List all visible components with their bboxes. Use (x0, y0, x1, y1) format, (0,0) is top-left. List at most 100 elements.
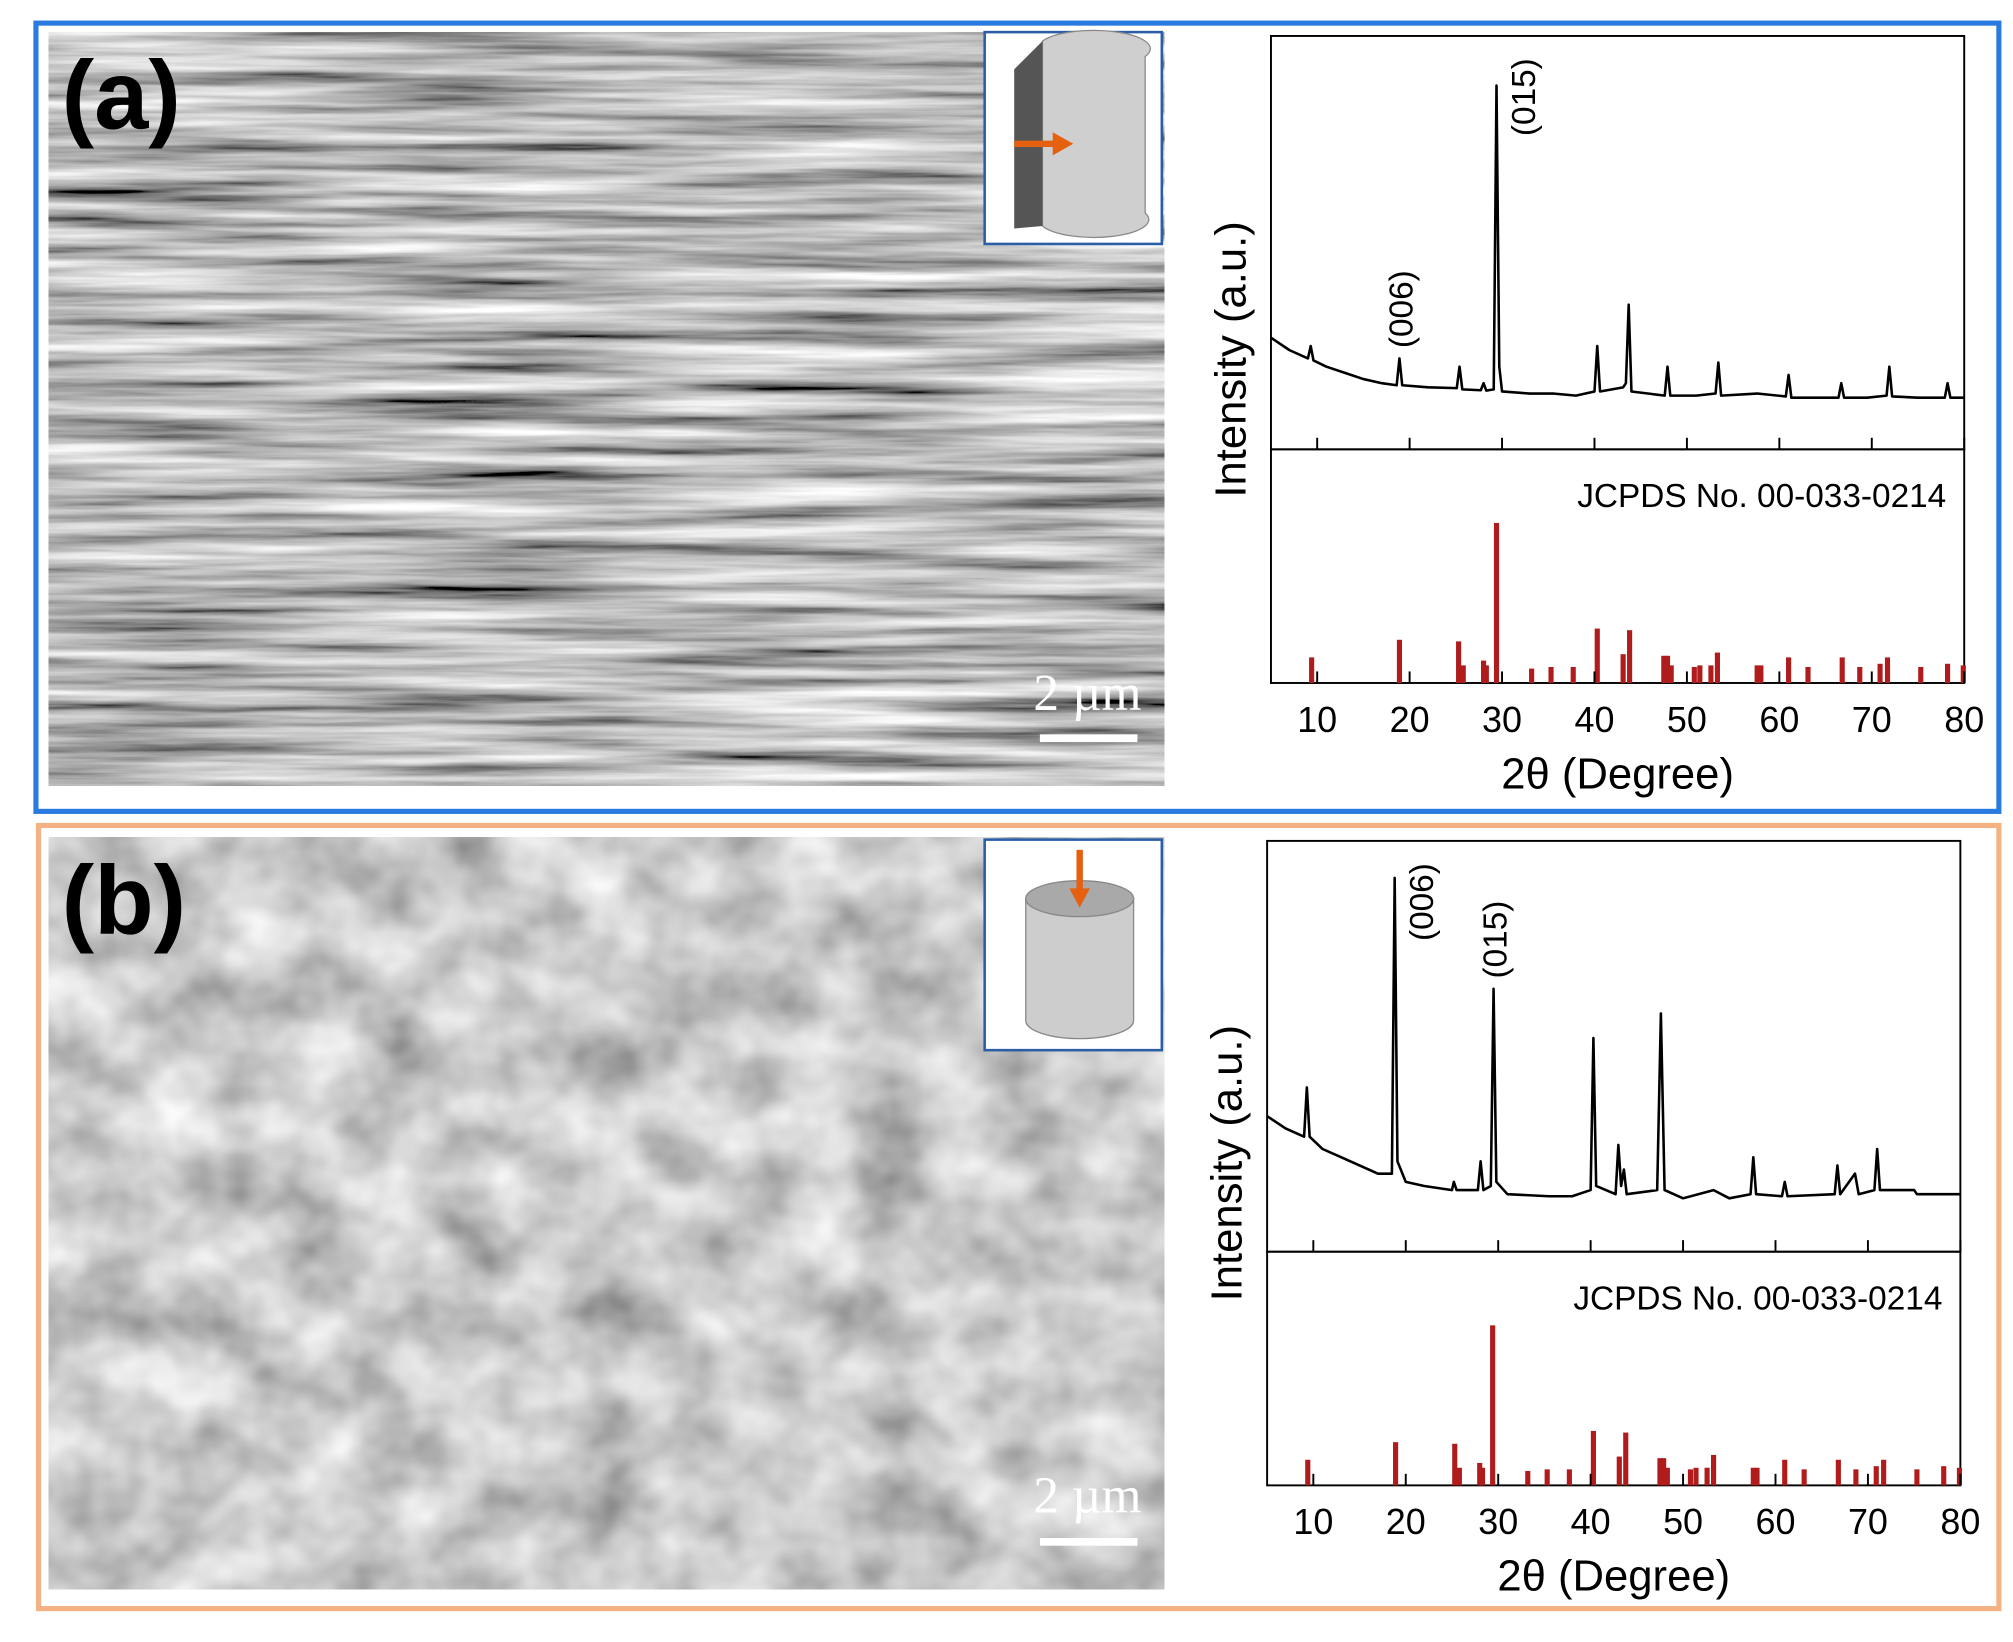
reference-stick (1396, 639, 1403, 683)
x-tick-label: 50 (1663, 1501, 1703, 1542)
reference-stick (1839, 657, 1845, 683)
reference-stick (1884, 657, 1891, 683)
reference-stick (1697, 665, 1703, 683)
reference-stick (1805, 666, 1811, 683)
reference-stick (1750, 1467, 1756, 1486)
reference-stick (1914, 1469, 1920, 1486)
x-tick-label: 70 (1848, 1501, 1888, 1542)
scale-bar (1039, 734, 1138, 743)
y-axis-label: Intensity (a.u.) (1202, 1025, 1251, 1301)
peak-annotation: (006) (1404, 863, 1441, 941)
reference-stick (1623, 1432, 1629, 1486)
reference-stick (1460, 665, 1466, 683)
reference-stick (1393, 1442, 1399, 1486)
peak-annotation: (006) (1383, 270, 1420, 348)
sem-image (48, 32, 1165, 786)
reference-label: JCPDS No. 00-033-0214 (1577, 478, 1946, 515)
reference-stick (1853, 1469, 1859, 1486)
x-tick-label: 20 (1390, 699, 1430, 740)
reference-stick (1873, 1466, 1879, 1486)
panel-label: (a) (62, 40, 181, 149)
reference-stick (1782, 1459, 1788, 1486)
reference-stick (1452, 1443, 1458, 1486)
x-tick-label: 40 (1574, 699, 1614, 740)
reference-stick (1687, 1469, 1694, 1486)
reference-stick (1493, 522, 1500, 683)
reference-stick (1691, 666, 1697, 683)
x-tick-label: 30 (1482, 699, 1522, 740)
plot-frame (1270, 448, 1966, 684)
reference-stick (1456, 641, 1462, 683)
x-tick-label: 40 (1571, 1501, 1611, 1542)
scale-bar (1039, 1538, 1138, 1546)
reference-stick (1657, 1458, 1663, 1486)
reference-stick (1881, 1459, 1887, 1486)
scale-bar-label: 2 µm (1033, 1467, 1141, 1524)
reference-stick (1490, 1325, 1496, 1486)
reference-stick (1627, 630, 1633, 683)
panel-border (35, 822, 2002, 1612)
reference-stick (1877, 663, 1883, 683)
reference-label: JCPDS No. 00-033-0214 (1573, 1280, 1942, 1317)
reference-stick (1714, 652, 1720, 683)
x-tick-label: 60 (1756, 1501, 1796, 1542)
reference-stick (1616, 1456, 1622, 1486)
peak-annotation: (015) (1477, 901, 1514, 979)
peak-annotation: (015) (1506, 58, 1543, 136)
x-axis-label: 2θ (Degree) (1501, 749, 1734, 798)
plot-frame (1266, 839, 1962, 1253)
reference-stick (1590, 1430, 1596, 1486)
x-tick-label: 80 (1940, 1501, 1980, 1542)
reference-stick (1480, 660, 1487, 683)
x-tick-label: 20 (1386, 1501, 1426, 1542)
reference-stick (1477, 1462, 1483, 1486)
reference-stick (1704, 1467, 1710, 1486)
reference-stick (1786, 657, 1792, 683)
reference-stick (1479, 1467, 1486, 1486)
reference-stick (1544, 1469, 1550, 1486)
reference-stick (1661, 655, 1667, 683)
reference-stick (1566, 1469, 1572, 1486)
reference-stick (1710, 1454, 1717, 1486)
reference-stick (1693, 1467, 1699, 1486)
x-tick-label: 10 (1293, 1501, 1333, 1542)
reference-stick (1758, 665, 1764, 683)
reference-stick (1918, 666, 1924, 683)
reference-stick (1945, 663, 1951, 683)
sem-image (48, 837, 1165, 1590)
reference-stick (1668, 665, 1674, 683)
plot-frame (1266, 1250, 1962, 1487)
reference-stick (1664, 655, 1671, 683)
reference-stick (1456, 1467, 1462, 1486)
reference-stick (1801, 1469, 1807, 1486)
reference-stick (1594, 628, 1600, 683)
reference-stick (1483, 665, 1489, 683)
y-axis-label: Intensity (a.u.) (1206, 221, 1255, 497)
reference-stick (1754, 1467, 1760, 1486)
reference-stick (1529, 668, 1535, 683)
reference-stick (1309, 657, 1315, 683)
x-tick-label: 50 (1667, 699, 1707, 740)
reference-stick (1570, 666, 1576, 683)
x-tick-label: 70 (1852, 699, 1892, 740)
reference-stick (1661, 1458, 1667, 1486)
inset-schematic (983, 29, 1164, 246)
reference-stick (1835, 1459, 1841, 1486)
inset-schematic (983, 838, 1164, 1052)
x-tick-label: 10 (1297, 699, 1337, 740)
x-tick-label: 60 (1759, 699, 1799, 740)
x-axis-label: 2θ (Degree) (1497, 1552, 1730, 1601)
panel-border (33, 20, 2002, 814)
reference-stick (1620, 654, 1626, 683)
reference-stick (1857, 666, 1863, 683)
reference-stick (1941, 1466, 1947, 1486)
xrd-pattern (1270, 84, 1965, 399)
x-tick-label: 80 (1944, 699, 1984, 740)
reference-stick (1708, 665, 1714, 683)
scale-bar-label: 2 µm (1033, 665, 1141, 722)
reference-stick (1305, 1459, 1311, 1486)
reference-stick (1525, 1470, 1531, 1486)
x-tick-label: 30 (1478, 1501, 1518, 1542)
reference-stick (1548, 666, 1554, 683)
